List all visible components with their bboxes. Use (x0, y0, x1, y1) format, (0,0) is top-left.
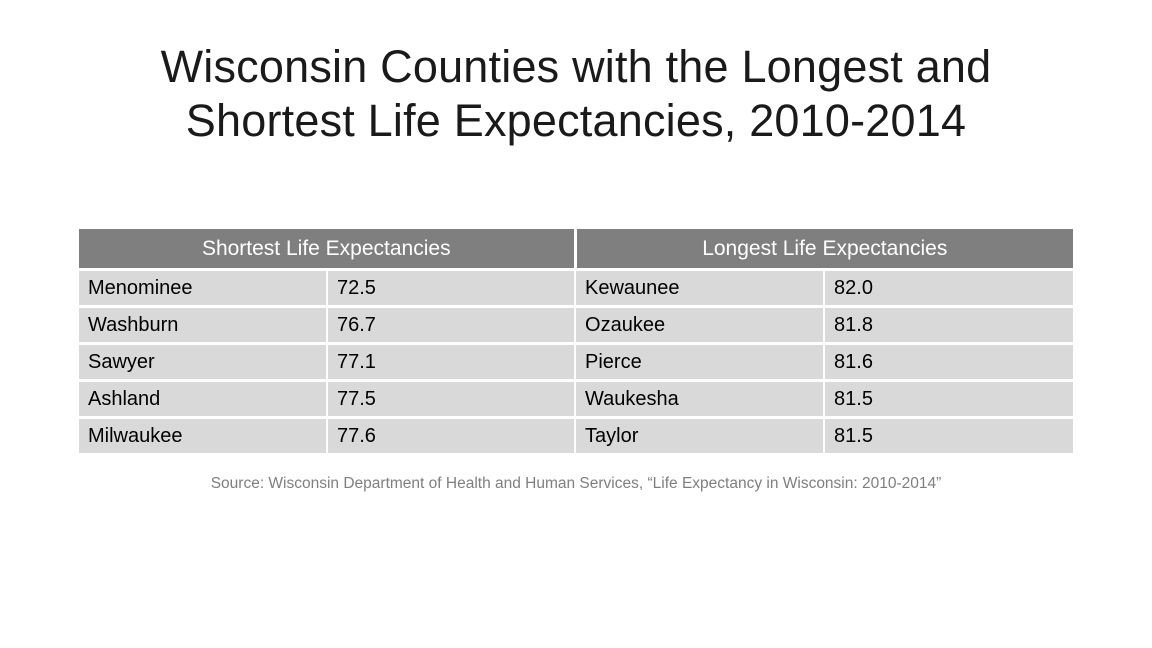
short-county-cell: Ashland (79, 380, 328, 419)
title-line-2: Shortest Life Expectancies, 2010-2014 (185, 95, 967, 146)
short-value-cell: 77.5 (327, 380, 577, 419)
long-county-cell: Kewaunee (575, 269, 826, 308)
long-value-cell: 82.0 (824, 269, 1074, 308)
title-line-1: Wisconsin Counties with the Longest and (160, 41, 992, 92)
table-row: Menominee 72.5 Kewaunee 82.0 (79, 269, 1074, 308)
short-county-cell: Milwaukee (79, 417, 328, 456)
long-county-cell: Pierce (575, 343, 826, 382)
short-county-cell: Washburn (79, 306, 328, 345)
table-row: Ashland 77.5 Waukesha 81.5 (79, 380, 1074, 419)
header-longest: Longest Life Expectancies (575, 229, 1074, 271)
long-value-cell: 81.5 (824, 380, 1074, 419)
table-row: Milwaukee 77.6 Taylor 81.5 (79, 417, 1074, 456)
long-county-cell: Taylor (575, 417, 826, 456)
source-note: Source: Wisconsin Department of Health a… (210, 475, 942, 492)
short-value-cell: 72.5 (327, 269, 577, 308)
short-value-cell: 77.6 (327, 417, 577, 456)
long-value-cell: 81.8 (824, 306, 1074, 345)
short-value-cell: 76.7 (327, 306, 577, 345)
table-header-row: Shortest Life Expectancies Longest Life … (79, 229, 1074, 271)
life-expectancy-table: Shortest Life Expectancies Longest Life … (79, 229, 1074, 456)
short-county-cell: Menominee (79, 269, 328, 308)
short-county-cell: Sawyer (79, 343, 328, 382)
long-county-cell: Ozaukee (575, 306, 826, 345)
table-row: Washburn 76.7 Ozaukee 81.8 (79, 306, 1074, 345)
long-value-cell: 81.5 (824, 417, 1074, 456)
header-shortest: Shortest Life Expectancies (79, 229, 577, 271)
short-value-cell: 77.1 (327, 343, 577, 382)
long-county-cell: Waukesha (575, 380, 826, 419)
page-title: Wisconsin Counties with the Longest and … (0, 40, 1152, 148)
long-value-cell: 81.6 (824, 343, 1074, 382)
table-row: Sawyer 77.1 Pierce 81.6 (79, 343, 1074, 382)
